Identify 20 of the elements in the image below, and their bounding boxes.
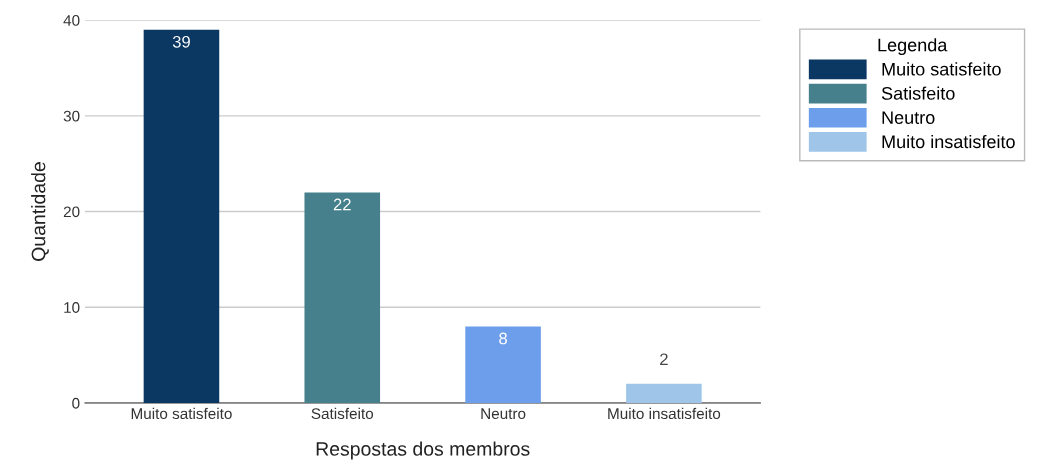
y-tick-label: 30 bbox=[63, 110, 80, 122]
y-tick-label: 20 bbox=[63, 206, 80, 218]
x-tick-label: Muito insatisfeito bbox=[608, 407, 721, 420]
y-tick-label: 0 bbox=[72, 397, 80, 409]
y-tick-label: 10 bbox=[64, 302, 80, 313]
legend-label: Muito insatisfeito bbox=[882, 134, 1015, 149]
legend-label: Satisfeito bbox=[881, 86, 955, 100]
x-tick-label: Satisfeito bbox=[311, 407, 374, 420]
x-tick-label: Neutro bbox=[481, 408, 526, 420]
data-label: 22 bbox=[333, 198, 351, 211]
legend-label: Muito satisfeito bbox=[882, 62, 1001, 76]
data-label: 39 bbox=[172, 35, 190, 48]
y-tick-label: 40 bbox=[63, 14, 80, 26]
x-tick-label: Muito satisfeito bbox=[131, 407, 232, 420]
y-axis-title: Quantidade bbox=[31, 162, 49, 261]
data-label: 8 bbox=[499, 332, 507, 345]
legend-label: Neutro bbox=[882, 111, 935, 124]
data-label: 2 bbox=[660, 353, 668, 366]
legend-title: Legenda bbox=[878, 38, 948, 56]
x-axis-title: Respostas dos membros bbox=[316, 441, 530, 460]
